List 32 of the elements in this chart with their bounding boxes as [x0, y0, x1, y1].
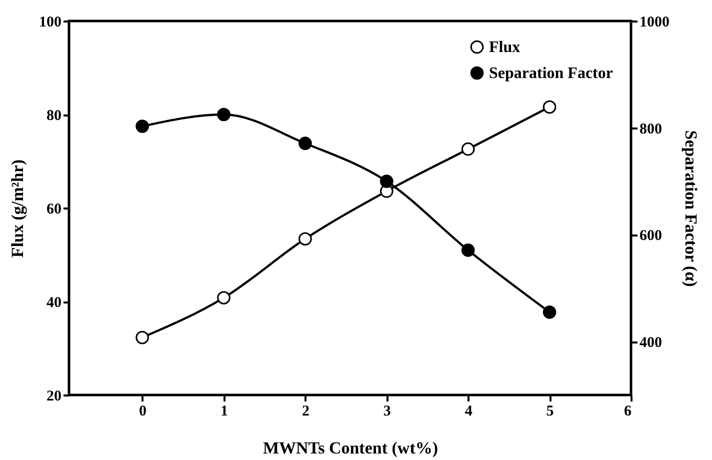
x-tick-label: 1: [220, 404, 228, 420]
x-tick-label: 0: [139, 404, 147, 420]
y2-tick-label: 600: [640, 228, 662, 244]
y2-tick-label: 1000: [640, 14, 670, 30]
y-axis-title: Flux (g/m²hr): [8, 159, 27, 258]
point: [217, 291, 230, 304]
y2-axis-title: Separation Factor (α): [682, 130, 700, 287]
x-tick-label: 4: [464, 404, 473, 420]
point: [461, 142, 475, 156]
y-tick-label: 20: [46, 388, 62, 404]
y-tick-label: 100: [39, 14, 62, 30]
x-tick-label: 2: [302, 404, 310, 420]
x-tick-label: 3: [383, 404, 391, 420]
point: [298, 136, 312, 150]
legend-label: Flux: [489, 39, 520, 56]
y2-tick-label: 800: [640, 121, 662, 138]
y-tick-label: 80: [46, 108, 62, 124]
point: [461, 244, 475, 257]
y-tick-label: 60: [46, 202, 62, 218]
x-tick-label: 6: [624, 404, 632, 420]
x-axis-title: MWNTs Content (wt%): [262, 438, 438, 458]
point: [136, 330, 149, 344]
legend-label: Separation Factor: [489, 65, 613, 82]
y-tick-label: 40: [46, 295, 62, 311]
point: [136, 120, 149, 133]
x-tick-label: 5: [546, 404, 554, 420]
point: [217, 108, 230, 122]
point: [542, 100, 556, 114]
point: [380, 174, 394, 188]
y2-tick-label: 400: [640, 335, 662, 352]
point: [298, 232, 312, 246]
point: [542, 306, 556, 319]
